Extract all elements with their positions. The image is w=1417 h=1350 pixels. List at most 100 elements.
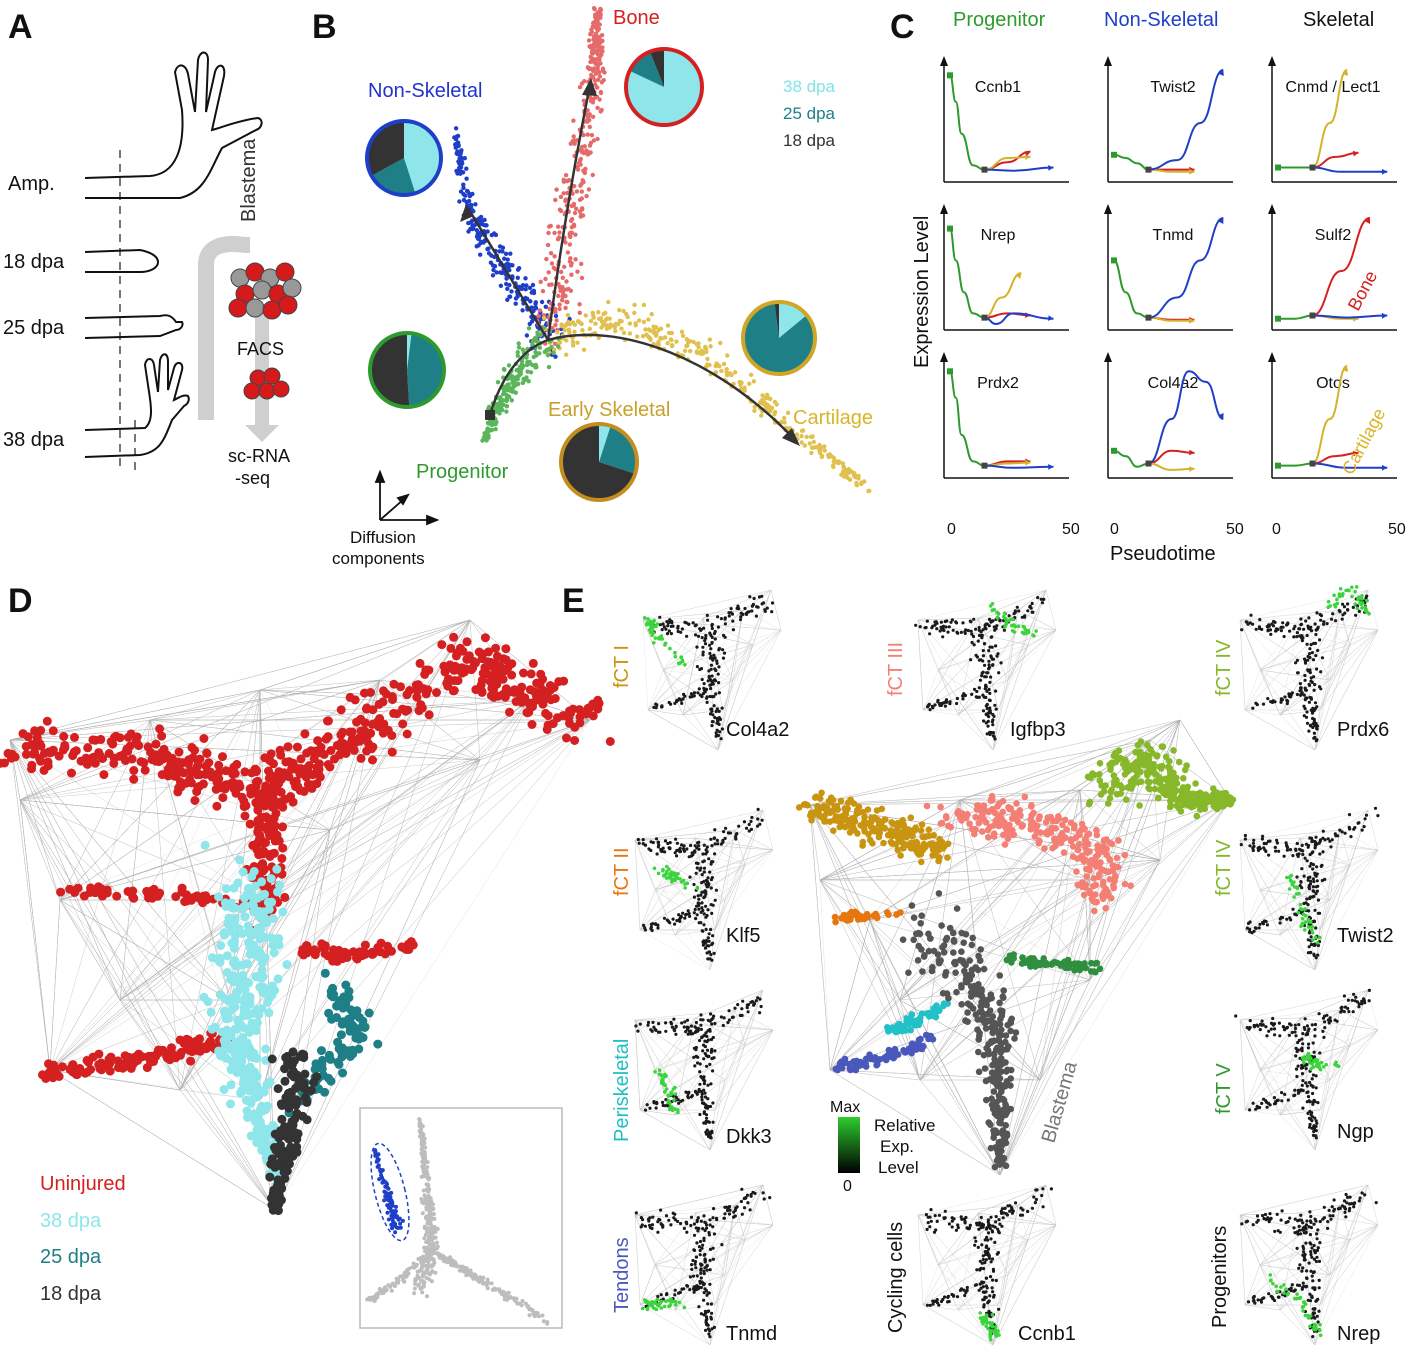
d-point-uninjured bbox=[283, 742, 293, 752]
inset-point bbox=[527, 1313, 532, 1318]
d-point-uninjured bbox=[527, 720, 537, 729]
d-point-uninjured bbox=[462, 637, 472, 647]
inset-point bbox=[421, 1257, 426, 1262]
d-point-25dpa bbox=[334, 1059, 344, 1069]
e-mini-point bbox=[714, 668, 718, 673]
e-point-fct4 bbox=[1123, 796, 1130, 803]
e-point-fct1 bbox=[818, 789, 825, 797]
d-point-38dpa bbox=[258, 988, 268, 998]
b-point-cartilage bbox=[866, 488, 871, 494]
e-mini-point bbox=[685, 634, 689, 638]
inset-point-highlight bbox=[375, 1158, 380, 1163]
d-point-38dpa bbox=[221, 884, 231, 894]
e-mini-point bbox=[743, 606, 747, 611]
d-point-uninjured bbox=[559, 676, 569, 686]
e-mini-point bbox=[665, 620, 669, 624]
e-mini-point bbox=[709, 663, 714, 667]
e-mini-point bbox=[935, 627, 939, 631]
inset-point bbox=[540, 1313, 545, 1318]
e-point-fct3 bbox=[1078, 852, 1086, 859]
e-mini-point bbox=[708, 643, 712, 647]
e-point-cycling bbox=[994, 1028, 1001, 1036]
b-point-bone bbox=[560, 294, 565, 299]
e-point-fct1 bbox=[878, 805, 886, 813]
b-point-nonskeletal bbox=[476, 235, 482, 241]
d-point-uninjured bbox=[46, 748, 55, 758]
b-point-progenitor bbox=[515, 381, 520, 387]
inset-point-highlight bbox=[390, 1210, 395, 1215]
c-curve-g bbox=[1113, 449, 1149, 468]
e-point-fct4 bbox=[1087, 774, 1094, 782]
e-point-fct1 bbox=[907, 814, 915, 821]
e-point-fct3 bbox=[1007, 805, 1015, 812]
d-point-uninjured bbox=[254, 850, 264, 860]
b-point-bone bbox=[589, 132, 595, 138]
e-point-cycling bbox=[1002, 1101, 1009, 1108]
inset-point bbox=[422, 1280, 427, 1285]
b-point-bone bbox=[574, 206, 579, 211]
e-mini-point bbox=[708, 683, 712, 687]
branch-nonskeletal: Non-Skeletal bbox=[368, 80, 483, 102]
e-point-tendons bbox=[834, 1065, 842, 1072]
e-point-cycling bbox=[964, 1009, 971, 1016]
e-point-cycling bbox=[982, 1077, 990, 1085]
b-point-cartilage bbox=[841, 464, 846, 469]
inset-point bbox=[425, 1221, 430, 1226]
b-point-nonskeletal bbox=[528, 299, 533, 304]
inset-point bbox=[545, 1321, 550, 1326]
c-gene-label: Prdx2 bbox=[977, 375, 1019, 392]
e-point-fct3 bbox=[1108, 840, 1116, 848]
b-point-cartilage bbox=[596, 335, 601, 340]
e-point-cycling bbox=[993, 1099, 1000, 1106]
d-point-uninjured bbox=[519, 668, 528, 678]
e-point-cycling bbox=[942, 972, 949, 979]
b-point-bone bbox=[590, 68, 596, 74]
e-mini-highlight bbox=[663, 641, 668, 646]
d-point-uninjured bbox=[272, 800, 282, 810]
e-point-cycling bbox=[939, 990, 947, 997]
d-point-uninjured bbox=[175, 1035, 185, 1045]
e-point-cycling bbox=[991, 1130, 998, 1138]
e-mini-point bbox=[709, 686, 713, 691]
b-point-bone bbox=[556, 224, 561, 229]
d-point-18dpa bbox=[290, 1128, 300, 1137]
d-point-uninjured bbox=[593, 704, 603, 714]
e-point-fct1 bbox=[844, 799, 852, 806]
e-mini-highlight bbox=[650, 633, 654, 637]
d-point-uninjured bbox=[54, 1072, 64, 1081]
b-point-bone bbox=[555, 237, 561, 242]
b-point-cartilage bbox=[814, 445, 819, 450]
b-point-cartilage bbox=[581, 347, 587, 352]
b-point-cartilage bbox=[725, 373, 730, 378]
e-mini-point bbox=[946, 630, 950, 634]
b-point-cartilage bbox=[834, 459, 840, 464]
b-point-bone bbox=[589, 72, 594, 78]
e-mini-point bbox=[695, 665, 700, 669]
inset-point bbox=[381, 1290, 386, 1295]
d-point-uninjured bbox=[192, 787, 202, 797]
b-point-cartilage bbox=[684, 337, 689, 342]
e-point-fct4 bbox=[1210, 785, 1217, 792]
e-point-fct4 bbox=[1148, 763, 1155, 771]
d-point-uninjured bbox=[307, 780, 317, 790]
b-point-nonskeletal bbox=[553, 313, 559, 319]
d-point-uninjured bbox=[184, 1045, 194, 1055]
d-point-uninjured bbox=[249, 786, 259, 796]
d-point-38dpa bbox=[227, 914, 237, 924]
e-mini-point bbox=[701, 645, 705, 649]
b-point-bone bbox=[579, 261, 584, 267]
d-point-uninjured bbox=[176, 1050, 185, 1060]
e-mini-point bbox=[959, 630, 964, 635]
b-point-bone bbox=[591, 37, 596, 42]
b-point-bone bbox=[588, 59, 593, 65]
e-mini-point bbox=[715, 721, 719, 725]
inset-point bbox=[449, 1262, 454, 1267]
e-point-fct1 bbox=[913, 847, 920, 854]
b-point-cartilage bbox=[696, 341, 701, 346]
d-point-uninjured bbox=[69, 747, 79, 757]
b-point-bone bbox=[552, 230, 557, 236]
d-point-uninjured bbox=[48, 726, 58, 736]
inset-point bbox=[501, 1291, 506, 1296]
e-point-fct4 bbox=[1137, 778, 1145, 785]
